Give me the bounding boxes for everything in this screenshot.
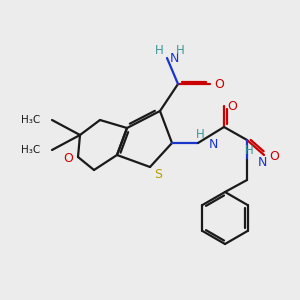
Text: O: O — [227, 100, 237, 112]
Text: H: H — [154, 44, 164, 56]
Text: N: N — [258, 155, 267, 169]
Text: O: O — [269, 151, 279, 164]
Text: H: H — [196, 128, 204, 140]
Text: O: O — [63, 152, 73, 166]
Text: H: H — [244, 145, 253, 158]
Text: H₃C: H₃C — [21, 115, 40, 125]
Text: H₃C: H₃C — [21, 145, 40, 155]
Text: N: N — [209, 137, 218, 151]
Text: N: N — [170, 52, 179, 65]
Text: S: S — [154, 169, 162, 182]
Text: O: O — [214, 77, 224, 91]
Text: H: H — [176, 44, 184, 56]
